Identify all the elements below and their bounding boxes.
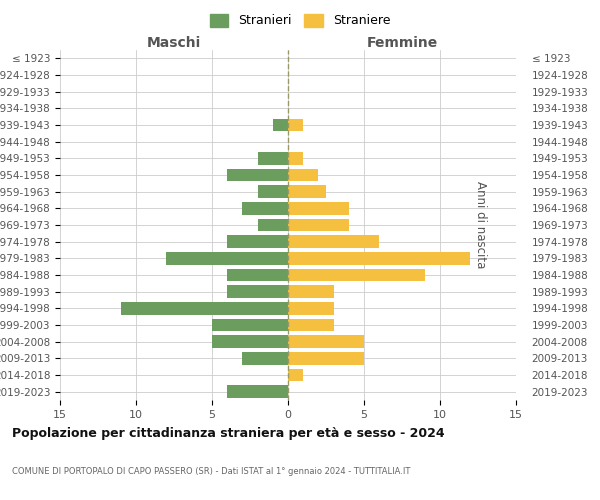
Bar bbox=[288, 219, 349, 231]
Bar bbox=[288, 336, 364, 348]
Bar bbox=[257, 186, 288, 198]
Legend: Stranieri, Straniere: Stranieri, Straniere bbox=[205, 8, 395, 32]
Bar bbox=[227, 236, 288, 248]
Bar bbox=[242, 202, 288, 214]
Bar bbox=[288, 152, 303, 164]
Bar bbox=[288, 269, 425, 281]
Bar bbox=[288, 252, 470, 264]
Bar bbox=[273, 118, 288, 131]
Bar bbox=[288, 302, 334, 314]
Bar bbox=[288, 236, 379, 248]
Bar bbox=[212, 336, 288, 348]
Bar bbox=[227, 286, 288, 298]
Bar bbox=[288, 186, 326, 198]
Bar bbox=[212, 319, 288, 331]
Bar bbox=[227, 386, 288, 398]
Bar bbox=[288, 369, 303, 381]
Bar bbox=[288, 286, 334, 298]
Text: Popolazione per cittadinanza straniera per età e sesso - 2024: Popolazione per cittadinanza straniera p… bbox=[12, 428, 445, 440]
Bar bbox=[288, 118, 303, 131]
Bar bbox=[227, 169, 288, 181]
Bar bbox=[288, 319, 334, 331]
Text: COMUNE DI PORTOPALO DI CAPO PASSERO (SR) - Dati ISTAT al 1° gennaio 2024 - TUTTI: COMUNE DI PORTOPALO DI CAPO PASSERO (SR)… bbox=[12, 468, 410, 476]
Y-axis label: Anni di nascita: Anni di nascita bbox=[475, 182, 487, 268]
Bar bbox=[227, 269, 288, 281]
Bar bbox=[288, 169, 319, 181]
Text: Femmine: Femmine bbox=[367, 36, 437, 50]
Bar bbox=[257, 152, 288, 164]
Bar bbox=[121, 302, 288, 314]
Bar bbox=[242, 352, 288, 364]
Bar bbox=[288, 352, 364, 364]
Bar bbox=[257, 219, 288, 231]
Bar bbox=[166, 252, 288, 264]
Bar bbox=[288, 202, 349, 214]
Text: Maschi: Maschi bbox=[147, 36, 201, 50]
